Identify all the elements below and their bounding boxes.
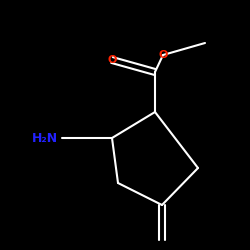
Text: O: O xyxy=(158,50,168,60)
Text: O: O xyxy=(107,55,117,65)
Text: H₂N: H₂N xyxy=(32,132,58,144)
